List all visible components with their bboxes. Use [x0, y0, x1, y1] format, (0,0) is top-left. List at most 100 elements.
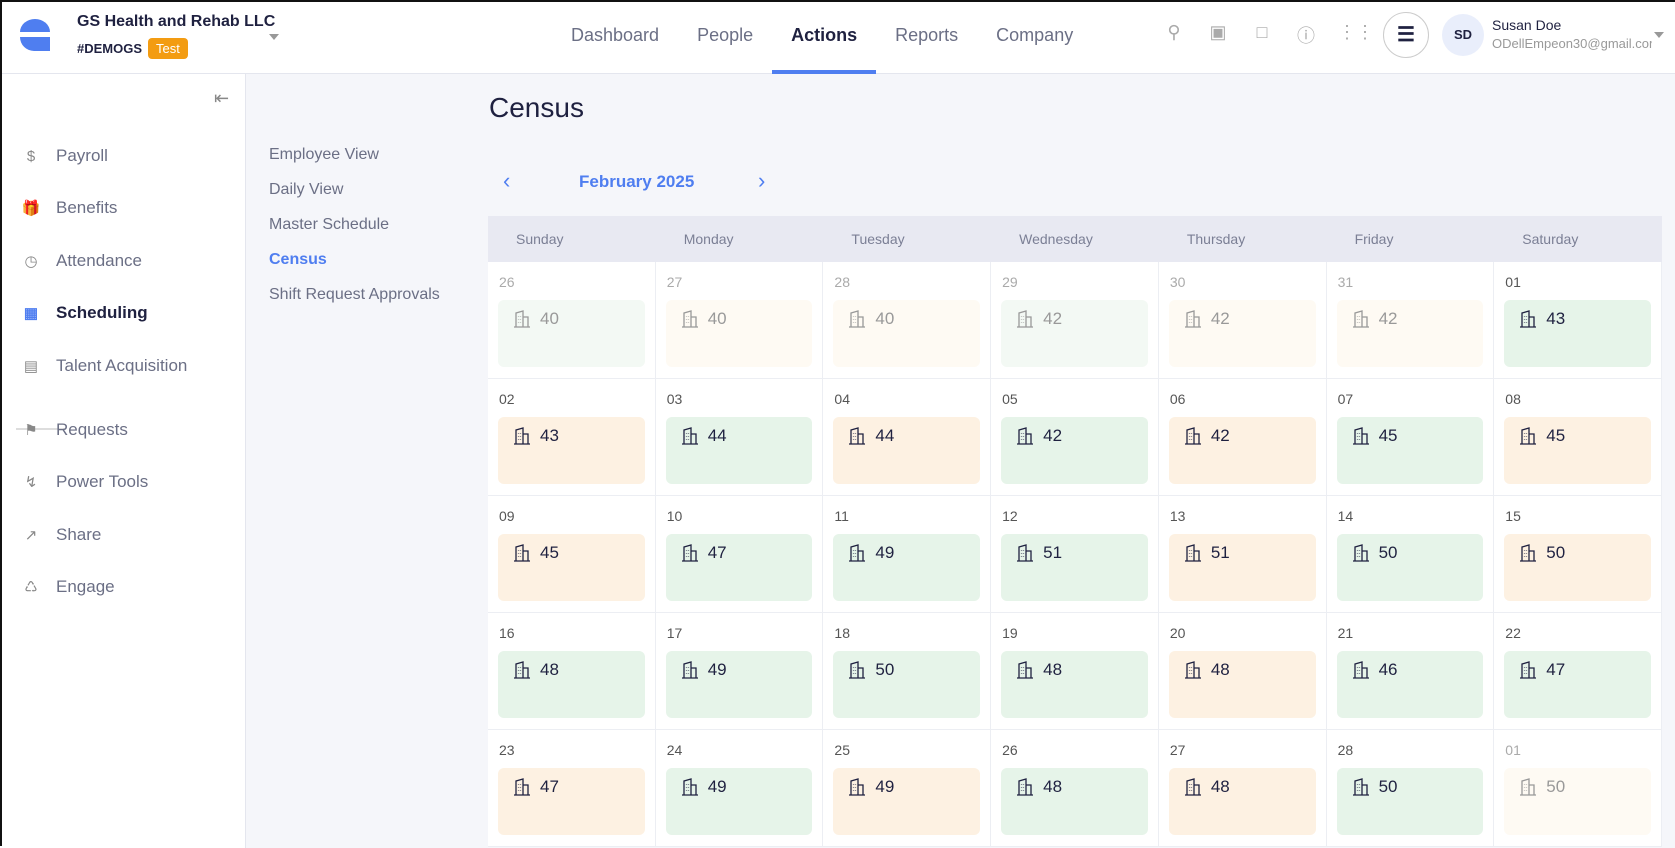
calendar-day[interactable]: 29 42	[991, 262, 1159, 379]
chat-icon[interactable]: ▣	[1209, 22, 1227, 42]
census-count-box[interactable]: 49	[833, 768, 981, 835]
calendar-day[interactable]: 22 47	[1494, 613, 1662, 730]
calendar-day[interactable]: 02 43	[488, 379, 656, 496]
census-count-box[interactable]: 47	[665, 534, 813, 601]
census-count-box[interactable]: 47	[498, 768, 645, 835]
calendar-day[interactable]: 14 50	[1326, 496, 1495, 613]
calendar-day[interactable]: 23 47	[488, 730, 656, 847]
census-count-box[interactable]: 42	[1001, 417, 1148, 484]
calendar-icon[interactable]: □	[1256, 22, 1268, 42]
calendar-day[interactable]: 24 49	[655, 730, 824, 847]
sidebar-item-talent-acquisition[interactable]: ▤ Talent Acquisition	[20, 356, 187, 376]
search-icon[interactable]: ⚲	[1167, 22, 1181, 42]
subnav-employee-view[interactable]: Employee View	[269, 146, 379, 163]
calendar-day[interactable]: 27 48	[1158, 730, 1327, 847]
calendar-day[interactable]: 03 44	[655, 379, 824, 496]
calendar-day[interactable]: 20 48	[1158, 613, 1327, 730]
census-count-box[interactable]: 49	[833, 534, 981, 601]
census-count-box[interactable]: 50	[833, 651, 981, 718]
user-name[interactable]: Susan Doe	[1492, 17, 1562, 33]
census-count-box[interactable]: 50	[1504, 534, 1651, 601]
census-count-box[interactable]: 45	[1336, 417, 1484, 484]
census-count-box[interactable]: 44	[833, 417, 981, 484]
census-count-box[interactable]: 49	[665, 651, 813, 718]
calendar-day[interactable]: 16 48	[488, 613, 656, 730]
census-count-box[interactable]: 47	[1504, 651, 1651, 718]
calendar-day[interactable]: 25 49	[823, 730, 992, 847]
calendar-day[interactable]: 19 48	[991, 613, 1159, 730]
subnav-census[interactable]: Census	[269, 251, 327, 268]
census-count-box[interactable]: 45	[1504, 417, 1651, 484]
census-count-box[interactable]: 42	[1336, 300, 1484, 367]
collapse-sidebar-icon[interactable]: ⇤	[214, 88, 230, 108]
census-count-box[interactable]: 48	[1168, 651, 1316, 718]
subnav-daily-view[interactable]: Daily View	[269, 181, 344, 198]
census-count-box[interactable]: 42	[1001, 300, 1148, 367]
sidebar-item-engage[interactable]: ♺ Engage	[20, 577, 114, 597]
census-count-box[interactable]: 50	[1504, 768, 1651, 835]
census-count-box[interactable]: 42	[1168, 417, 1316, 484]
census-count-box[interactable]: 43	[1504, 300, 1651, 367]
nav-tab-company[interactable]: Company	[996, 25, 1074, 45]
subnav-master-schedule[interactable]: Master Schedule	[269, 216, 390, 233]
census-count-box[interactable]: 46	[1336, 651, 1484, 718]
prev-month-button[interactable]: ‹	[503, 168, 511, 193]
calendar-day[interactable]: 31 42	[1326, 262, 1495, 379]
user-dropdown-icon[interactable]	[1654, 32, 1664, 38]
org-dropdown-icon[interactable]	[269, 34, 279, 40]
calendar-day[interactable]: 15 50	[1494, 496, 1662, 613]
nav-tab-actions[interactable]: Actions	[772, 2, 877, 74]
calendar-day[interactable]: 05 42	[991, 379, 1159, 496]
census-count-box[interactable]: 44	[665, 417, 813, 484]
nav-tab-people[interactable]: People	[697, 25, 754, 45]
org-name[interactable]: GS Health and Rehab LLC	[77, 13, 276, 30]
census-count-box[interactable]: 50	[1336, 768, 1484, 835]
calendar-day[interactable]: 30 42	[1158, 262, 1327, 379]
census-count-box[interactable]: 42	[1168, 300, 1316, 367]
census-count-box[interactable]: 50	[1336, 534, 1484, 601]
sidebar-item-benefits[interactable]: 🎁 Benefits	[20, 198, 118, 218]
census-count-box[interactable]: 51	[1168, 534, 1316, 601]
avatar[interactable]: SD	[1442, 14, 1484, 56]
calendar-day[interactable]: 28 50	[1326, 730, 1495, 847]
census-count-box[interactable]: 40	[833, 300, 981, 367]
nav-tab-reports[interactable]: Reports	[895, 25, 959, 45]
calendar-day[interactable]: 26 40	[488, 262, 656, 379]
calendar-day[interactable]: 18 50	[823, 613, 992, 730]
calendar-day[interactable]: 11 49	[823, 496, 992, 613]
census-count-box[interactable]: 40	[498, 300, 645, 367]
calendar-day[interactable]: 08 45	[1494, 379, 1662, 496]
census-count-box[interactable]: 48	[498, 651, 645, 718]
calendar-day[interactable]: 10 47	[655, 496, 824, 613]
nav-tab-dashboard[interactable]: Dashboard	[571, 25, 660, 45]
calendar-day[interactable]: 01 43	[1494, 262, 1662, 379]
settings-sliders-button[interactable]: ☰	[1383, 12, 1429, 58]
calendar-day[interactable]: 09 45	[488, 496, 656, 613]
calendar-day[interactable]: 21 46	[1326, 613, 1495, 730]
calendar-day[interactable]: 27 40	[655, 262, 824, 379]
calendar-day[interactable]: 17 49	[655, 613, 824, 730]
census-count-box[interactable]: 48	[1001, 651, 1148, 718]
census-count-box[interactable]: 40	[665, 300, 813, 367]
sidebar-item-payroll[interactable]: $ Payroll	[20, 146, 108, 166]
sidebar-item-requests[interactable]: ⚑ Requests	[20, 420, 128, 440]
calendar-day[interactable]: 26 48	[991, 730, 1159, 847]
calendar-day[interactable]: 13 51	[1158, 496, 1327, 613]
census-count-box[interactable]: 48	[1168, 768, 1316, 835]
sidebar-item-attendance[interactable]: ◷ Attendance	[20, 251, 142, 271]
next-month-button[interactable]: ›	[758, 168, 766, 193]
apps-grid-icon[interactable]: ⋮⋮	[1338, 22, 1374, 42]
calendar-day[interactable]: 04 44	[823, 379, 992, 496]
calendar-day[interactable]: 06 42	[1158, 379, 1327, 496]
sidebar-item-scheduling[interactable]: ▦ Scheduling	[20, 303, 148, 323]
census-count-box[interactable]: 45	[498, 534, 645, 601]
census-count-box[interactable]: 49	[665, 768, 813, 835]
help-icon[interactable]: ⓘ	[1297, 26, 1315, 46]
calendar-day[interactable]: 12 51	[991, 496, 1159, 613]
sidebar-item-share[interactable]: ↗ Share	[20, 525, 102, 545]
calendar-day[interactable]: 07 45	[1326, 379, 1495, 496]
subnav-shift-request-approvals[interactable]: Shift Request Approvals	[269, 286, 440, 303]
census-count-box[interactable]: 51	[1001, 534, 1148, 601]
census-count-box[interactable]: 48	[1001, 768, 1148, 835]
calendar-day[interactable]: 28 40	[823, 262, 992, 379]
